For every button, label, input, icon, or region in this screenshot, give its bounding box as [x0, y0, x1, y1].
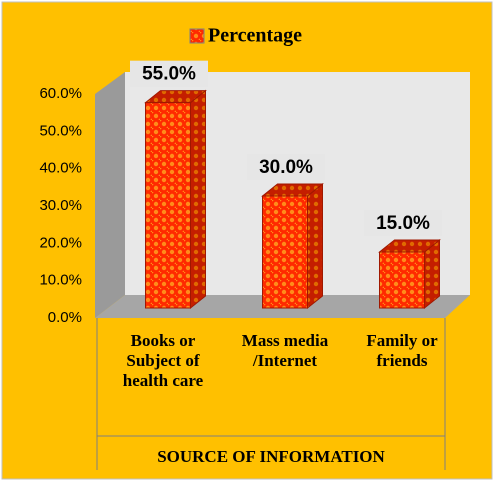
bar — [262, 195, 308, 309]
value-label: 15.0% — [376, 213, 430, 234]
y-tick-label: 20.0% — [39, 234, 82, 251]
y-tick-label: 10.0% — [39, 272, 82, 289]
bar — [379, 251, 425, 309]
value-label-box — [364, 210, 442, 236]
legend-label: Percentage — [208, 25, 302, 47]
value-label-box — [130, 60, 208, 87]
value-label: 30.0% — [259, 157, 313, 178]
value-label: 55.0% — [142, 64, 196, 85]
y-tick-label: 50.0% — [39, 122, 82, 139]
y-tick-label: 30.0% — [39, 197, 82, 214]
y-tick-label: 60.0% — [39, 85, 82, 102]
legend-swatch — [189, 28, 205, 44]
side-wall — [95, 72, 125, 318]
x-tick-label: Family or friends — [366, 331, 438, 370]
value-label-box — [247, 154, 325, 180]
bar — [145, 102, 191, 309]
x-axis-title: SOURCE OF INFORMATION — [157, 447, 385, 466]
y-tick-label: 40.0% — [39, 160, 82, 177]
x-tick-label: Mass media /Internet — [241, 331, 329, 370]
y-tick-label: 0.0% — [48, 309, 82, 326]
x-tick-label: Books or Subject of health care — [122, 331, 204, 390]
bar-side — [190, 89, 206, 310]
bar-side — [307, 182, 323, 310]
